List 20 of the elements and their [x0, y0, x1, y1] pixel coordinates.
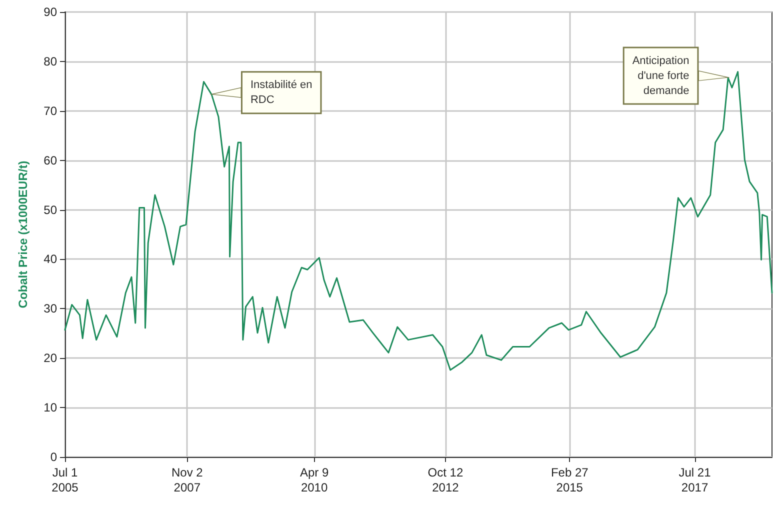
annotation: Anticipation d'une forte demande — [632, 54, 690, 97]
x-tick-label: Oct 12 2012 — [428, 466, 464, 494]
y-tick-label: 90 — [44, 5, 58, 19]
y-tick-label: 0 — [50, 450, 58, 464]
annotation: Instabilité en RDC — [250, 79, 312, 106]
y-tick-label: 50 — [44, 202, 58, 217]
y-tick-label: 10 — [44, 400, 58, 415]
x-tick-label: Apr 9 2010 — [300, 466, 329, 494]
x-tick-label: Feb 27 2015 — [550, 466, 589, 494]
y-tick-label: 70 — [44, 104, 58, 118]
y-tick-label: 80 — [44, 54, 58, 68]
line-series — [64, 71, 773, 371]
y-tick-label: 60 — [44, 153, 58, 168]
y-tick-label: 20 — [44, 351, 58, 366]
x-tick-label: Jul 21 2017 — [678, 466, 712, 494]
y-tick-label: 40 — [44, 252, 58, 266]
x-tick-label: Jul 1 2005 — [52, 466, 79, 494]
y-tick-label: 30 — [44, 302, 58, 316]
y-axis-title: Cobalt Price (x1000EUR/t) — [16, 160, 30, 308]
x-tick-label: Nov 2 2007 — [171, 466, 204, 494]
